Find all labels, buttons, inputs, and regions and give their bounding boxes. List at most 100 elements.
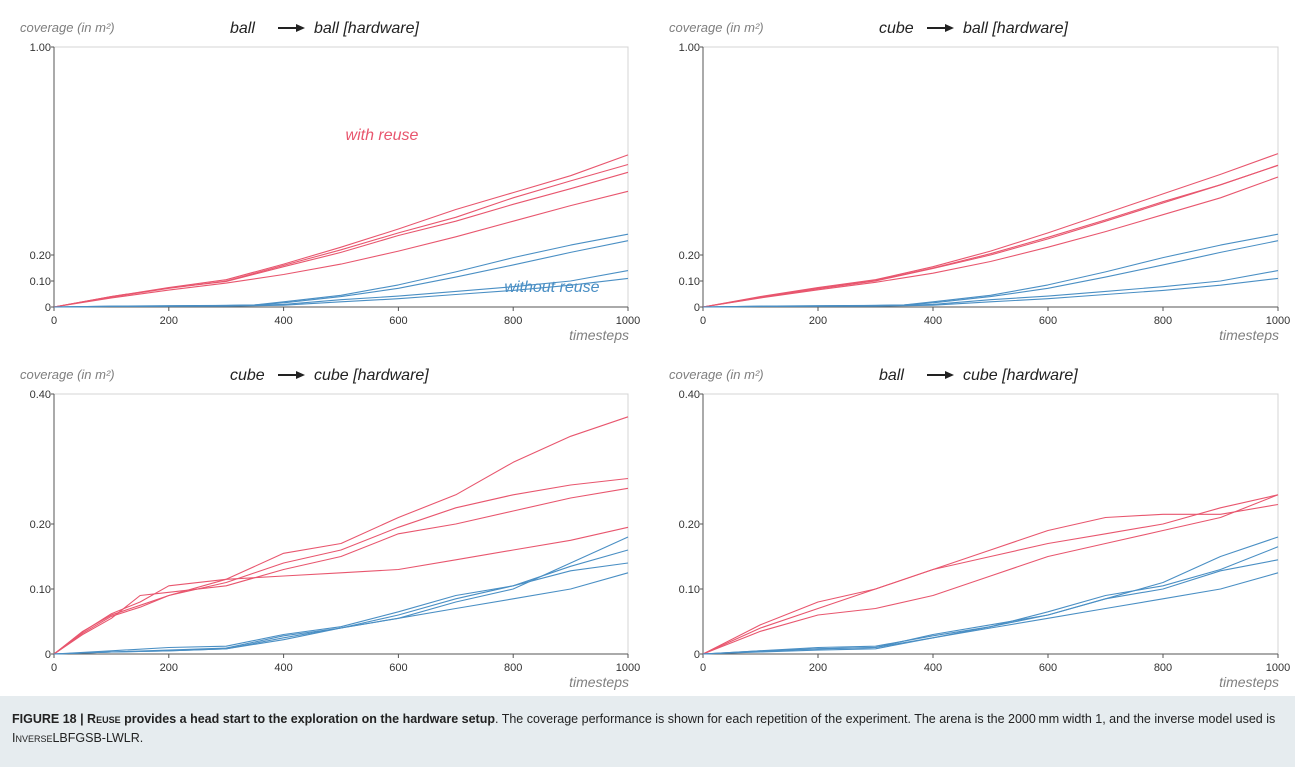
panel-title-target: cube [hardware] bbox=[314, 367, 429, 384]
x-tick-label: 600 bbox=[389, 662, 407, 674]
x-axis-title: timesteps bbox=[569, 327, 629, 343]
arrow-head-icon bbox=[296, 24, 305, 32]
y-tick-label: 0.20 bbox=[30, 519, 51, 531]
y-tick-label: 0.20 bbox=[30, 250, 51, 262]
without-reuse-line-7 bbox=[702, 572, 1279, 655]
caption-end: . bbox=[139, 731, 144, 745]
x-tick-label: 800 bbox=[1154, 662, 1172, 674]
with-reuse-line-2 bbox=[702, 494, 1279, 655]
annotation-without-reuse: without reuse bbox=[504, 279, 599, 296]
with-reuse-line-3 bbox=[702, 494, 1279, 655]
y-tick-label: 1.00 bbox=[679, 42, 700, 54]
x-tick-label: 600 bbox=[1039, 315, 1057, 327]
x-tick-label: 400 bbox=[274, 315, 292, 327]
y-axis-title: coverage (in m²) bbox=[669, 20, 764, 35]
without-reuse-line-5 bbox=[702, 546, 1279, 655]
panel-title-source: cube bbox=[879, 20, 914, 37]
without-reuse-line-7 bbox=[53, 562, 629, 655]
annotation-with-reuse: with reuse bbox=[346, 127, 419, 144]
y-tick-label: 1.00 bbox=[30, 42, 51, 54]
x-tick-label: 800 bbox=[1154, 315, 1172, 327]
panel-title-source: cube bbox=[230, 367, 265, 384]
panel-title-target: ball [hardware] bbox=[963, 20, 1069, 37]
x-tick-label: 1000 bbox=[1266, 662, 1290, 674]
chart-panel-4: coverage (in m²) ball cube [hardware] 0 0.10… bbox=[669, 367, 1290, 690]
x-tick-label: 200 bbox=[160, 315, 178, 327]
x-axis-title: timesteps bbox=[1219, 674, 1279, 690]
x-tick-label: 200 bbox=[809, 662, 827, 674]
x-tick-label: 0 bbox=[700, 662, 706, 674]
y-tick-label: 0.40 bbox=[679, 389, 700, 401]
without-reuse-line-8 bbox=[53, 572, 629, 655]
x-tick-label: 200 bbox=[809, 315, 827, 327]
x-tick-label: 0 bbox=[51, 315, 57, 327]
y-axis-title: coverage (in m²) bbox=[669, 367, 764, 382]
x-tick-label: 200 bbox=[160, 662, 178, 674]
y-tick-label: 0.10 bbox=[30, 584, 51, 596]
x-tick-label: 400 bbox=[924, 662, 942, 674]
x-tick-label: 1000 bbox=[616, 662, 640, 674]
without-reuse-line-8 bbox=[702, 277, 1279, 308]
y-tick-label: 0 bbox=[694, 302, 700, 314]
x-tick-label: 800 bbox=[504, 315, 522, 327]
chart-panel-2: coverage (in m²) cube ball [hardware] 0 0.10… bbox=[669, 20, 1290, 343]
panel-title-target: ball [hardware] bbox=[314, 20, 420, 37]
x-tick-label: 400 bbox=[924, 315, 942, 327]
y-axis-title: coverage (in m²) bbox=[20, 367, 115, 382]
chart-panel-3: coverage (in m²) cube cube [hardware] 0 0.10… bbox=[20, 367, 640, 690]
caption-body: . The coverage performance is shown for … bbox=[494, 712, 1276, 726]
arrow-head-icon bbox=[296, 371, 305, 379]
with-reuse-line-3 bbox=[53, 171, 629, 308]
caption-model-name: LBFGSB-LWLR bbox=[52, 731, 140, 745]
y-tick-label: 0.40 bbox=[30, 389, 51, 401]
x-tick-label: 600 bbox=[1039, 662, 1057, 674]
with-reuse-line-1 bbox=[702, 153, 1279, 308]
panel-title-source: ball bbox=[230, 20, 255, 37]
with-reuse-line-4 bbox=[53, 526, 629, 655]
without-reuse-line-6 bbox=[53, 240, 629, 308]
caption-box bbox=[0, 696, 1295, 767]
y-tick-label: 0.10 bbox=[30, 276, 51, 288]
x-tick-label: 400 bbox=[274, 662, 292, 674]
x-tick-label: 1000 bbox=[1266, 315, 1290, 327]
with-reuse-line-1 bbox=[702, 503, 1279, 655]
with-reuse-line-4 bbox=[702, 176, 1279, 308]
y-tick-label: 0.20 bbox=[679, 519, 700, 531]
arrow-head-icon bbox=[945, 371, 954, 379]
y-tick-label: 0 bbox=[694, 649, 700, 661]
caption-headline: provides a head start to the exploration… bbox=[120, 712, 495, 726]
with-reuse-line-4 bbox=[53, 190, 629, 308]
with-reuse-line-2 bbox=[53, 477, 629, 655]
x-axis-title: timesteps bbox=[569, 674, 629, 690]
y-tick-label: 0 bbox=[45, 302, 51, 314]
without-reuse-line-4 bbox=[702, 536, 1279, 655]
x-axis-title: timesteps bbox=[1219, 327, 1279, 343]
caption-reuse: Reuse bbox=[87, 712, 121, 726]
without-reuse-line-6 bbox=[702, 559, 1279, 655]
x-tick-label: 600 bbox=[389, 315, 407, 327]
y-tick-label: 0 bbox=[45, 649, 51, 661]
with-reuse-line-3 bbox=[53, 487, 629, 655]
plot-frame bbox=[53, 46, 629, 308]
with-reuse-line-3 bbox=[702, 164, 1279, 308]
caption-model-prefix: Inverse bbox=[12, 731, 53, 745]
plot-frame bbox=[53, 393, 629, 655]
y-tick-label: 0.10 bbox=[679, 276, 700, 288]
x-tick-label: 0 bbox=[51, 662, 57, 674]
plot-frame bbox=[702, 46, 1279, 308]
y-tick-label: 0.20 bbox=[679, 250, 700, 262]
y-axis-title: coverage (in m²) bbox=[20, 20, 115, 35]
caption-label: FIGURE 18 | bbox=[12, 712, 88, 726]
figure-caption: FIGURE 18 | Reuse provides a head start … bbox=[12, 710, 1284, 748]
x-tick-label: 0 bbox=[700, 315, 706, 327]
without-reuse-line-8 bbox=[53, 277, 629, 308]
panel-title-source: ball bbox=[879, 367, 904, 384]
chart-panel-1: coverage (in m²) ball ball [hardware] 0 0.10… bbox=[20, 20, 640, 343]
with-reuse-line-1 bbox=[53, 416, 629, 655]
y-tick-label: 0.10 bbox=[679, 584, 700, 596]
with-reuse-line-2 bbox=[702, 164, 1279, 308]
arrow-head-icon bbox=[945, 24, 954, 32]
x-tick-label: 1000 bbox=[616, 315, 640, 327]
panel-title-target: cube [hardware] bbox=[963, 367, 1078, 384]
